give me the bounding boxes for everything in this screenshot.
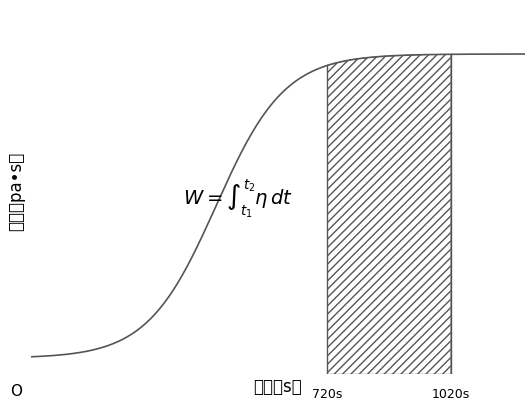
Text: $W = \int_{t_1}^{t_2} \eta \, dt$: $W = \int_{t_1}^{t_2} \eta \, dt$ (183, 177, 293, 219)
Text: 1020s: 1020s (432, 387, 470, 400)
Text: O: O (10, 383, 22, 398)
Y-axis label: 粘度（pa•s）: 粘度（pa•s） (7, 151, 25, 230)
Text: 720s: 720s (312, 387, 343, 400)
X-axis label: 时间（s）: 时间（s） (253, 377, 302, 395)
